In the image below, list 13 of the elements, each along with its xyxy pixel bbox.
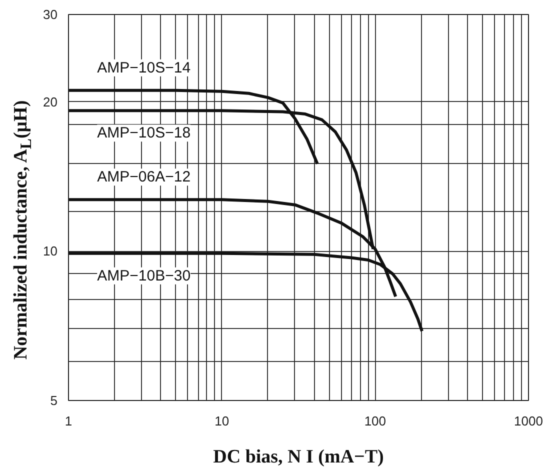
y-tick-label: 30	[43, 7, 58, 22]
x-tick-label: 100	[364, 414, 386, 428]
y-tick-label: 10	[43, 244, 58, 259]
series-label: AMP−10S−14	[97, 59, 191, 76]
series-label: AMP−10S−18	[97, 124, 191, 142]
x-axis-title: DC bias, N I (mA−T)	[213, 446, 384, 468]
y-tick-label: 20	[43, 94, 58, 110]
x-tick-label: 1	[64, 414, 72, 428]
x-tick-label: 10	[214, 414, 230, 428]
series-label: AMP−10B−30	[97, 267, 191, 284]
series-label: AMP−06A−12	[97, 168, 191, 186]
y-tick-label: 5	[50, 393, 58, 408]
x-tick-label: 1000	[514, 414, 543, 428]
